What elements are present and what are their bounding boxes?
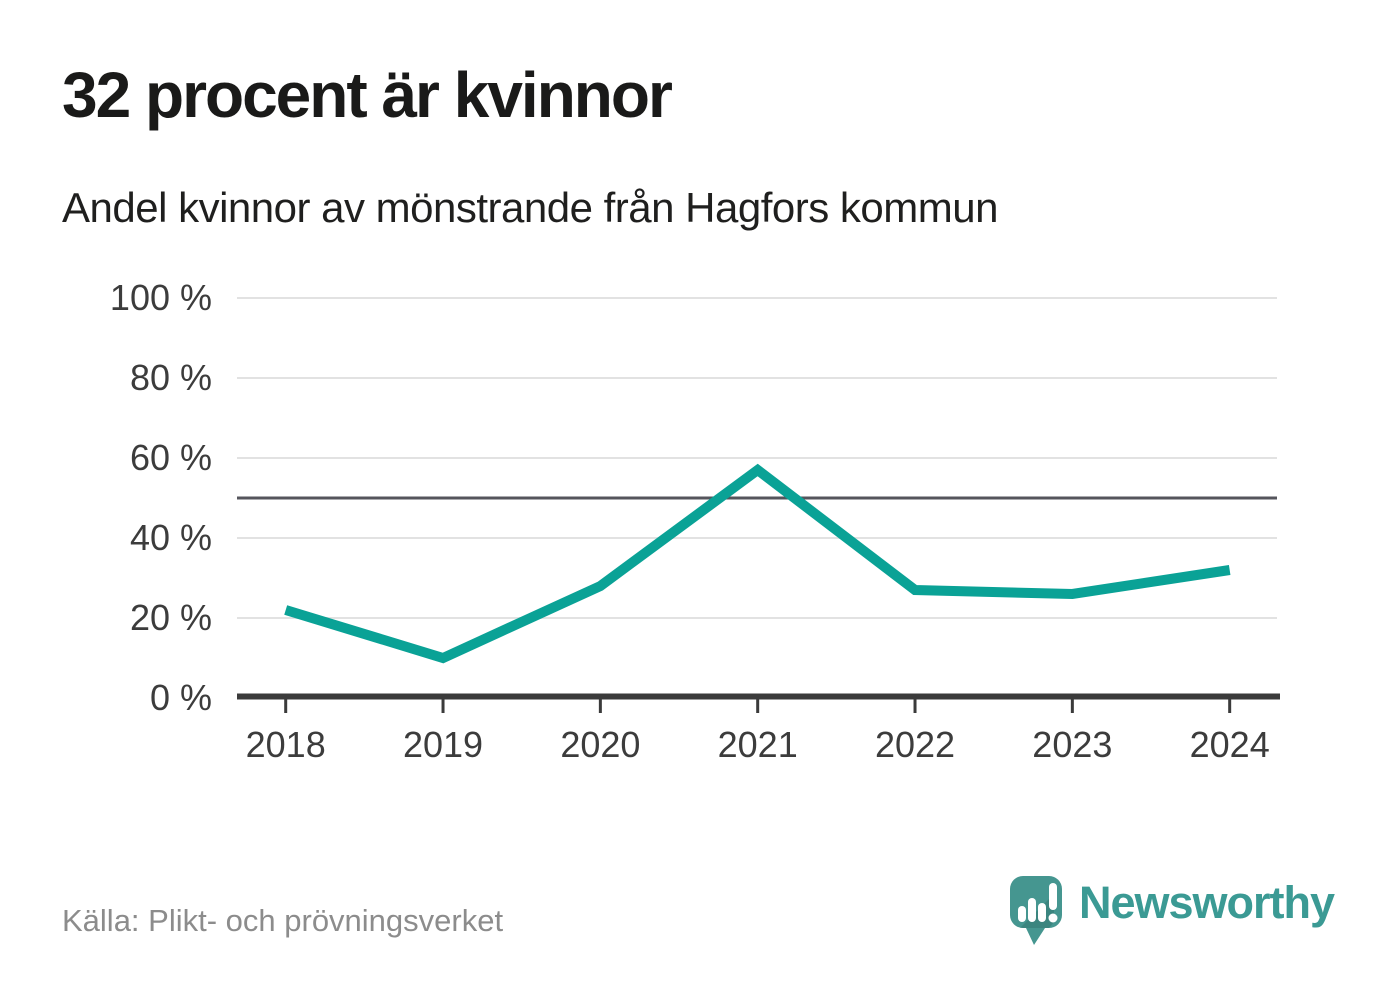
y-tick-label: 20 % (130, 597, 212, 638)
x-tick-label: 2020 (560, 724, 640, 765)
exclamation-dot (1048, 913, 1058, 923)
data-line (284, 463, 1231, 664)
bar-2 (1028, 898, 1036, 922)
x-tick-label: 2019 (403, 724, 483, 765)
y-tick-label: 60 % (130, 437, 212, 478)
exclamation-bar (1049, 883, 1057, 910)
x-tick-label: 2024 (1190, 724, 1270, 765)
x-tick-label: 2022 (875, 724, 955, 765)
chart-subtitle: Andel kvinnor av mönstrande från Hagfors… (62, 184, 998, 231)
source-note: Källa: Plikt- och prövningsverket (62, 903, 504, 938)
bar-1 (1018, 906, 1026, 922)
newsworthy-logo: Newsworthy (1008, 874, 1335, 947)
x-tick-label: 2023 (1032, 724, 1112, 765)
page-title: 32 procent är kvinnor (62, 59, 673, 131)
x-tick-label: 2021 (718, 724, 798, 765)
y-tick-label: 100 % (110, 277, 212, 318)
x-tick-label: 2018 (246, 724, 326, 765)
newsworthy-speech-bubble-chart-icon (1010, 876, 1062, 945)
y-tick-label: 0 % (150, 677, 212, 718)
newsworthy-wordmark: Newsworthy (1079, 877, 1335, 928)
bar-3 (1038, 903, 1046, 922)
y-tick-label: 80 % (130, 357, 212, 398)
y-tick-label: 40 % (130, 517, 212, 558)
